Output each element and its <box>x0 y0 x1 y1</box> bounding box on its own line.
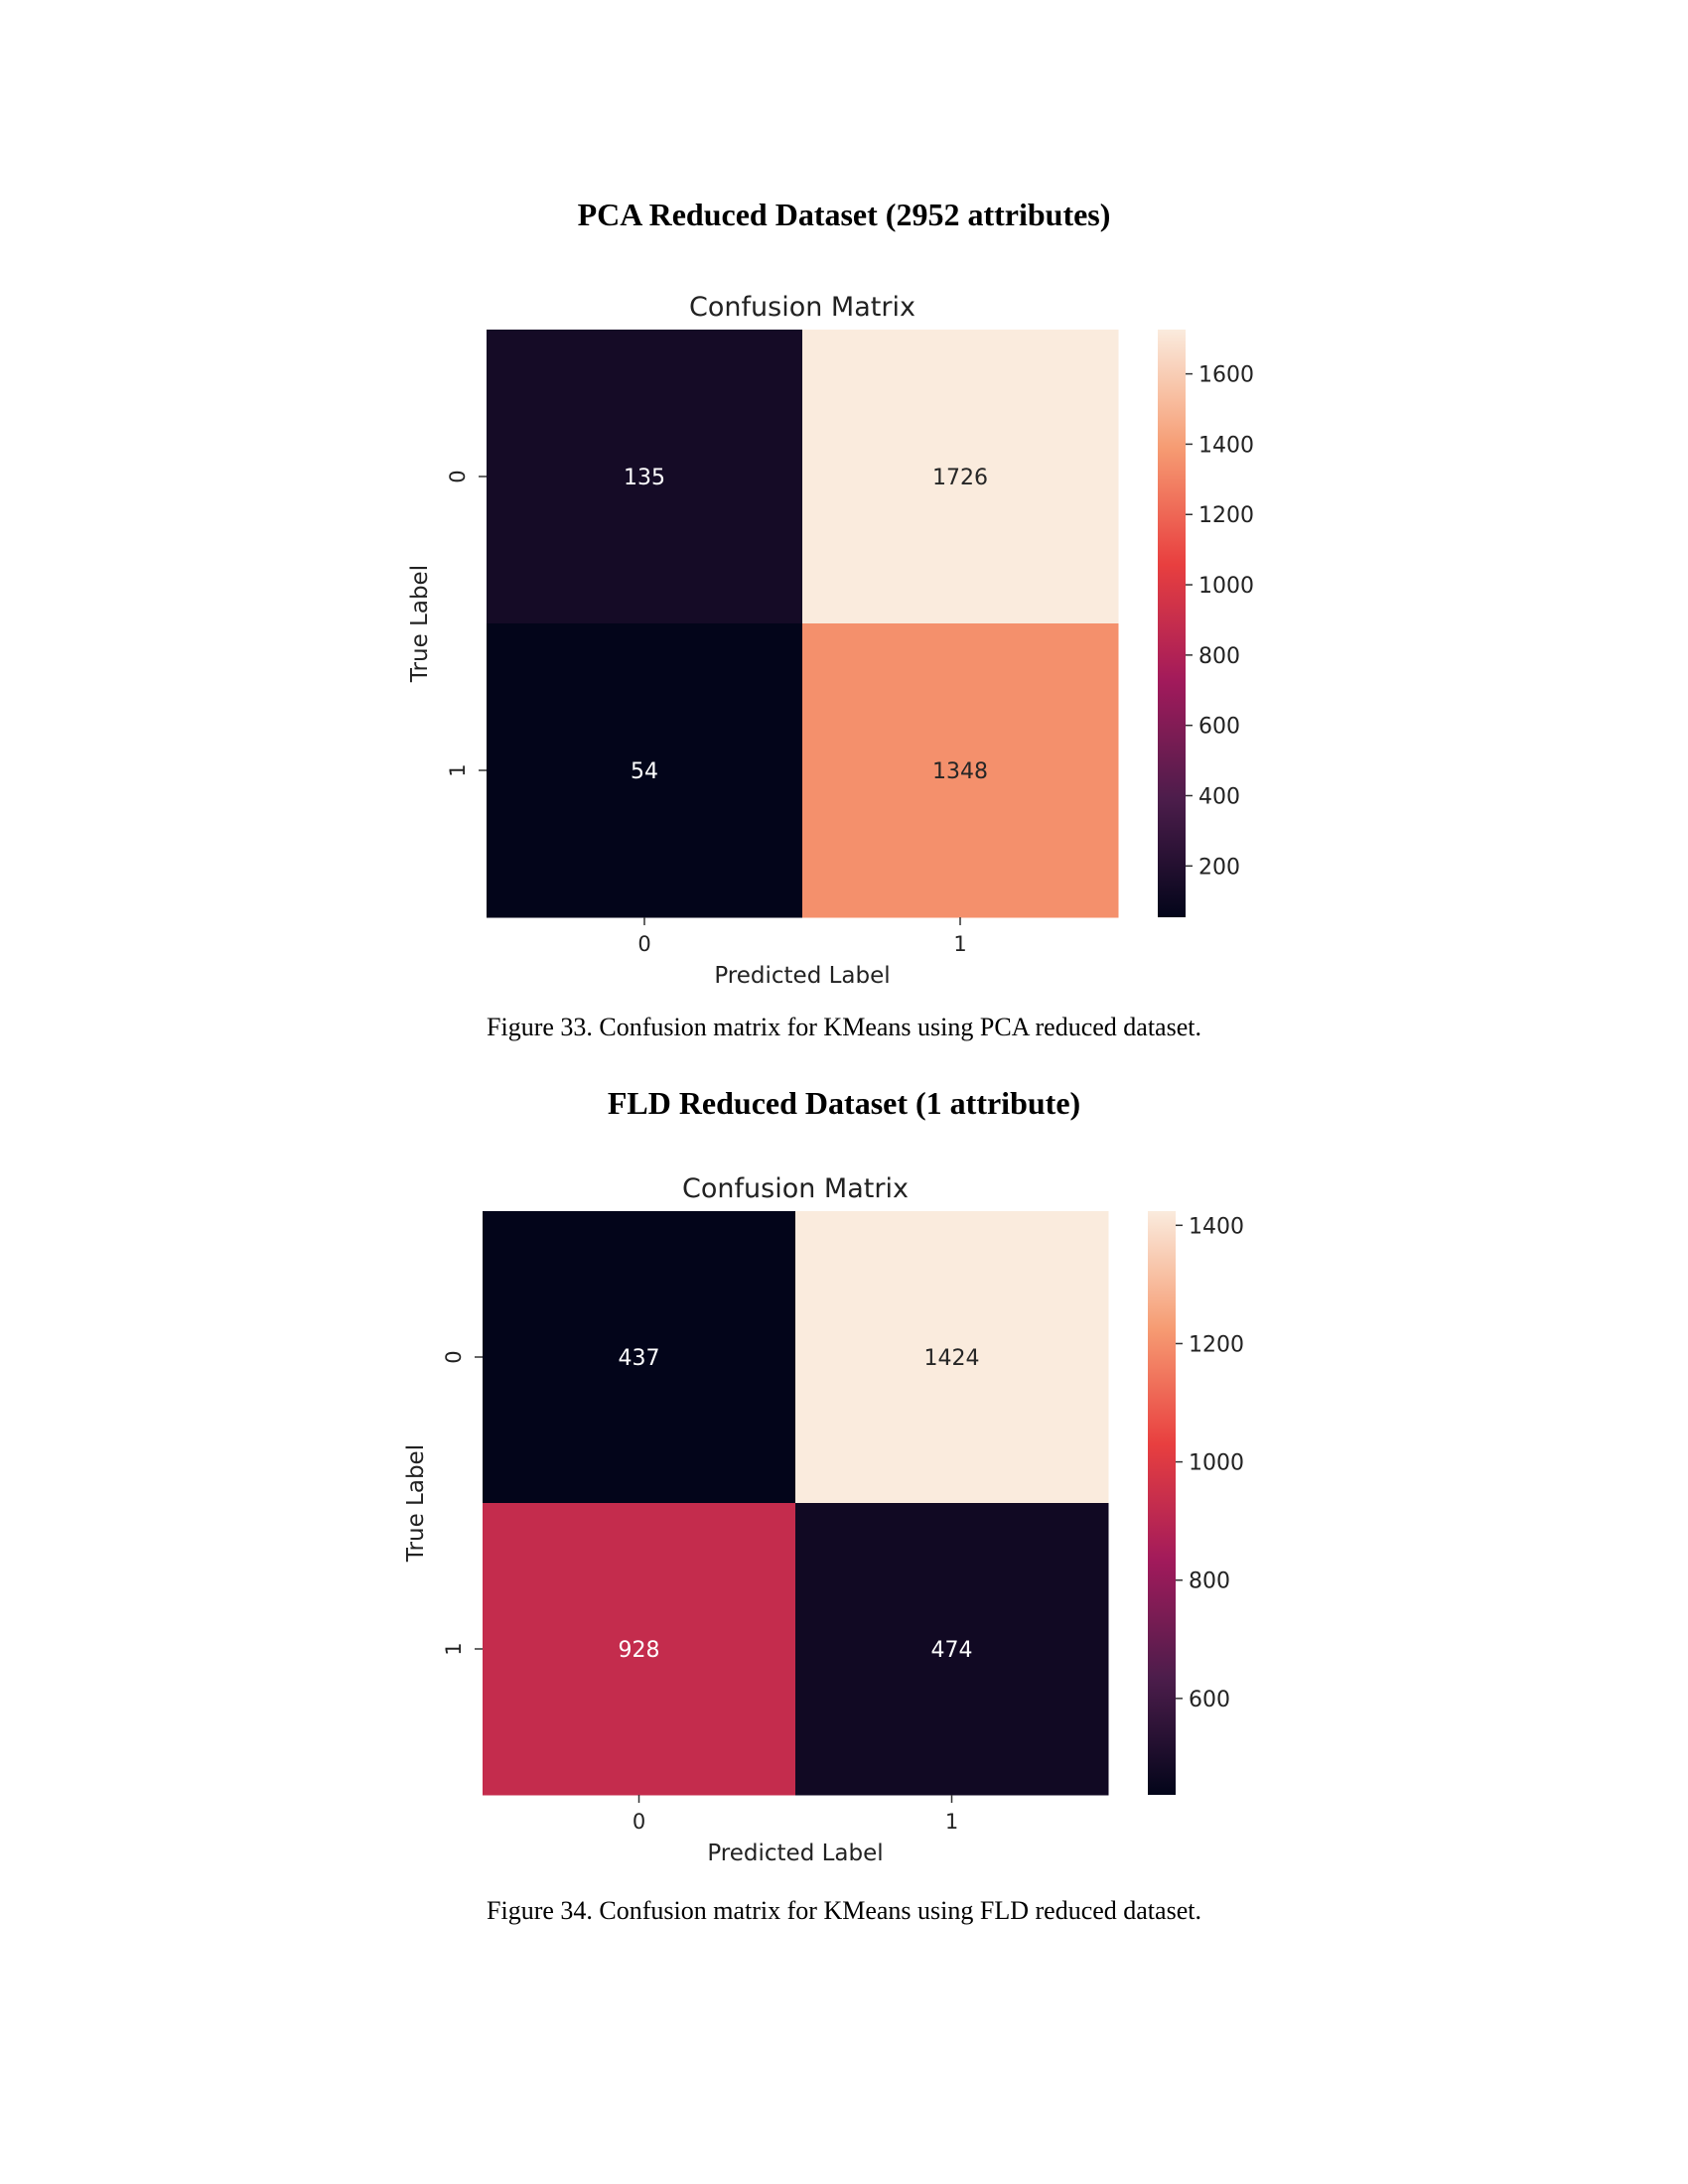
heatmap-cell <box>483 1211 796 1504</box>
heatmap-cell <box>487 330 803 624</box>
cell-value-label: 1424 <box>924 1346 980 1371</box>
x-axis-label: Predicted Label <box>714 963 890 989</box>
colorbar-tick-label: 1400 <box>1198 433 1254 458</box>
x-tick-label: 0 <box>637 932 650 956</box>
confusion-matrix-chart-fld: Confusion Matrix 437 1424 928 474 0 1 Predicted… <box>403 1173 1244 1866</box>
cell-value-label: 474 <box>931 1638 973 1663</box>
x-tick-label: 0 <box>633 1810 645 1834</box>
colorbar-tick-label: 800 <box>1189 1570 1230 1594</box>
colorbar-tick-label: 1200 <box>1198 503 1254 528</box>
cell-value-label: 437 <box>619 1346 660 1371</box>
colorbar-tick-label: 1200 <box>1189 1332 1244 1357</box>
x-tick-label: 1 <box>953 932 966 956</box>
chart-title: Confusion Matrix <box>682 1173 909 1204</box>
colorbar-tick-label: 1400 <box>1189 1214 1244 1239</box>
colorbar-tick-label: 1000 <box>1189 1451 1244 1476</box>
y-axis-label: True Label <box>403 1444 429 1563</box>
y-axis-label: True Label <box>407 565 433 683</box>
cell-value-label: 928 <box>619 1638 660 1663</box>
heatmap-cell <box>802 330 1119 624</box>
y-tick-label: 0 <box>446 470 470 482</box>
heatmap-cell <box>487 623 803 918</box>
y-tick-label: 1 <box>446 763 470 776</box>
colorbar-tick-label: 200 <box>1198 855 1240 880</box>
heatmap-cell <box>795 1503 1109 1796</box>
y-tick-label: 0 <box>442 1350 466 1363</box>
chart-title: Confusion Matrix <box>689 292 915 323</box>
figure-caption-pca: Figure 33. Confusion matrix for KMeans u… <box>487 1013 1201 1041</box>
cell-value-label: 1348 <box>932 759 988 784</box>
y-tick-label: 1 <box>442 1642 466 1655</box>
heatmap-cell <box>483 1503 796 1796</box>
cell-value-label: 54 <box>631 759 658 784</box>
colorbar-tick-label: 600 <box>1198 715 1240 740</box>
x-axis-label: Predicted Label <box>707 1841 883 1866</box>
colorbar-tick-label: 800 <box>1198 644 1240 669</box>
confusion-matrix-chart-pca: Confusion Matrix 135 1726 54 1348 0 1 Predicted… <box>407 292 1254 989</box>
section-heading-fld: FLD Reduced Dataset (1 attribute) <box>607 1085 1081 1121</box>
colorbar <box>1158 330 1186 917</box>
cell-value-label: 1726 <box>932 466 988 490</box>
figure-caption-fld: Figure 34. Confusion matrix for KMeans u… <box>487 1896 1201 1925</box>
colorbar-tick-label: 1000 <box>1198 574 1254 599</box>
section-heading-pca: PCA Reduced Dataset (2952 attributes) <box>577 197 1111 232</box>
cell-value-label: 135 <box>624 466 665 490</box>
colorbar-tick-label: 400 <box>1198 784 1240 809</box>
colorbar <box>1148 1211 1176 1795</box>
heatmap-cell <box>795 1211 1109 1504</box>
colorbar-tick-label: 1600 <box>1198 363 1254 388</box>
heatmap-cell <box>802 623 1119 918</box>
x-tick-label: 1 <box>945 1810 958 1834</box>
colorbar-tick-label: 600 <box>1189 1688 1230 1712</box>
